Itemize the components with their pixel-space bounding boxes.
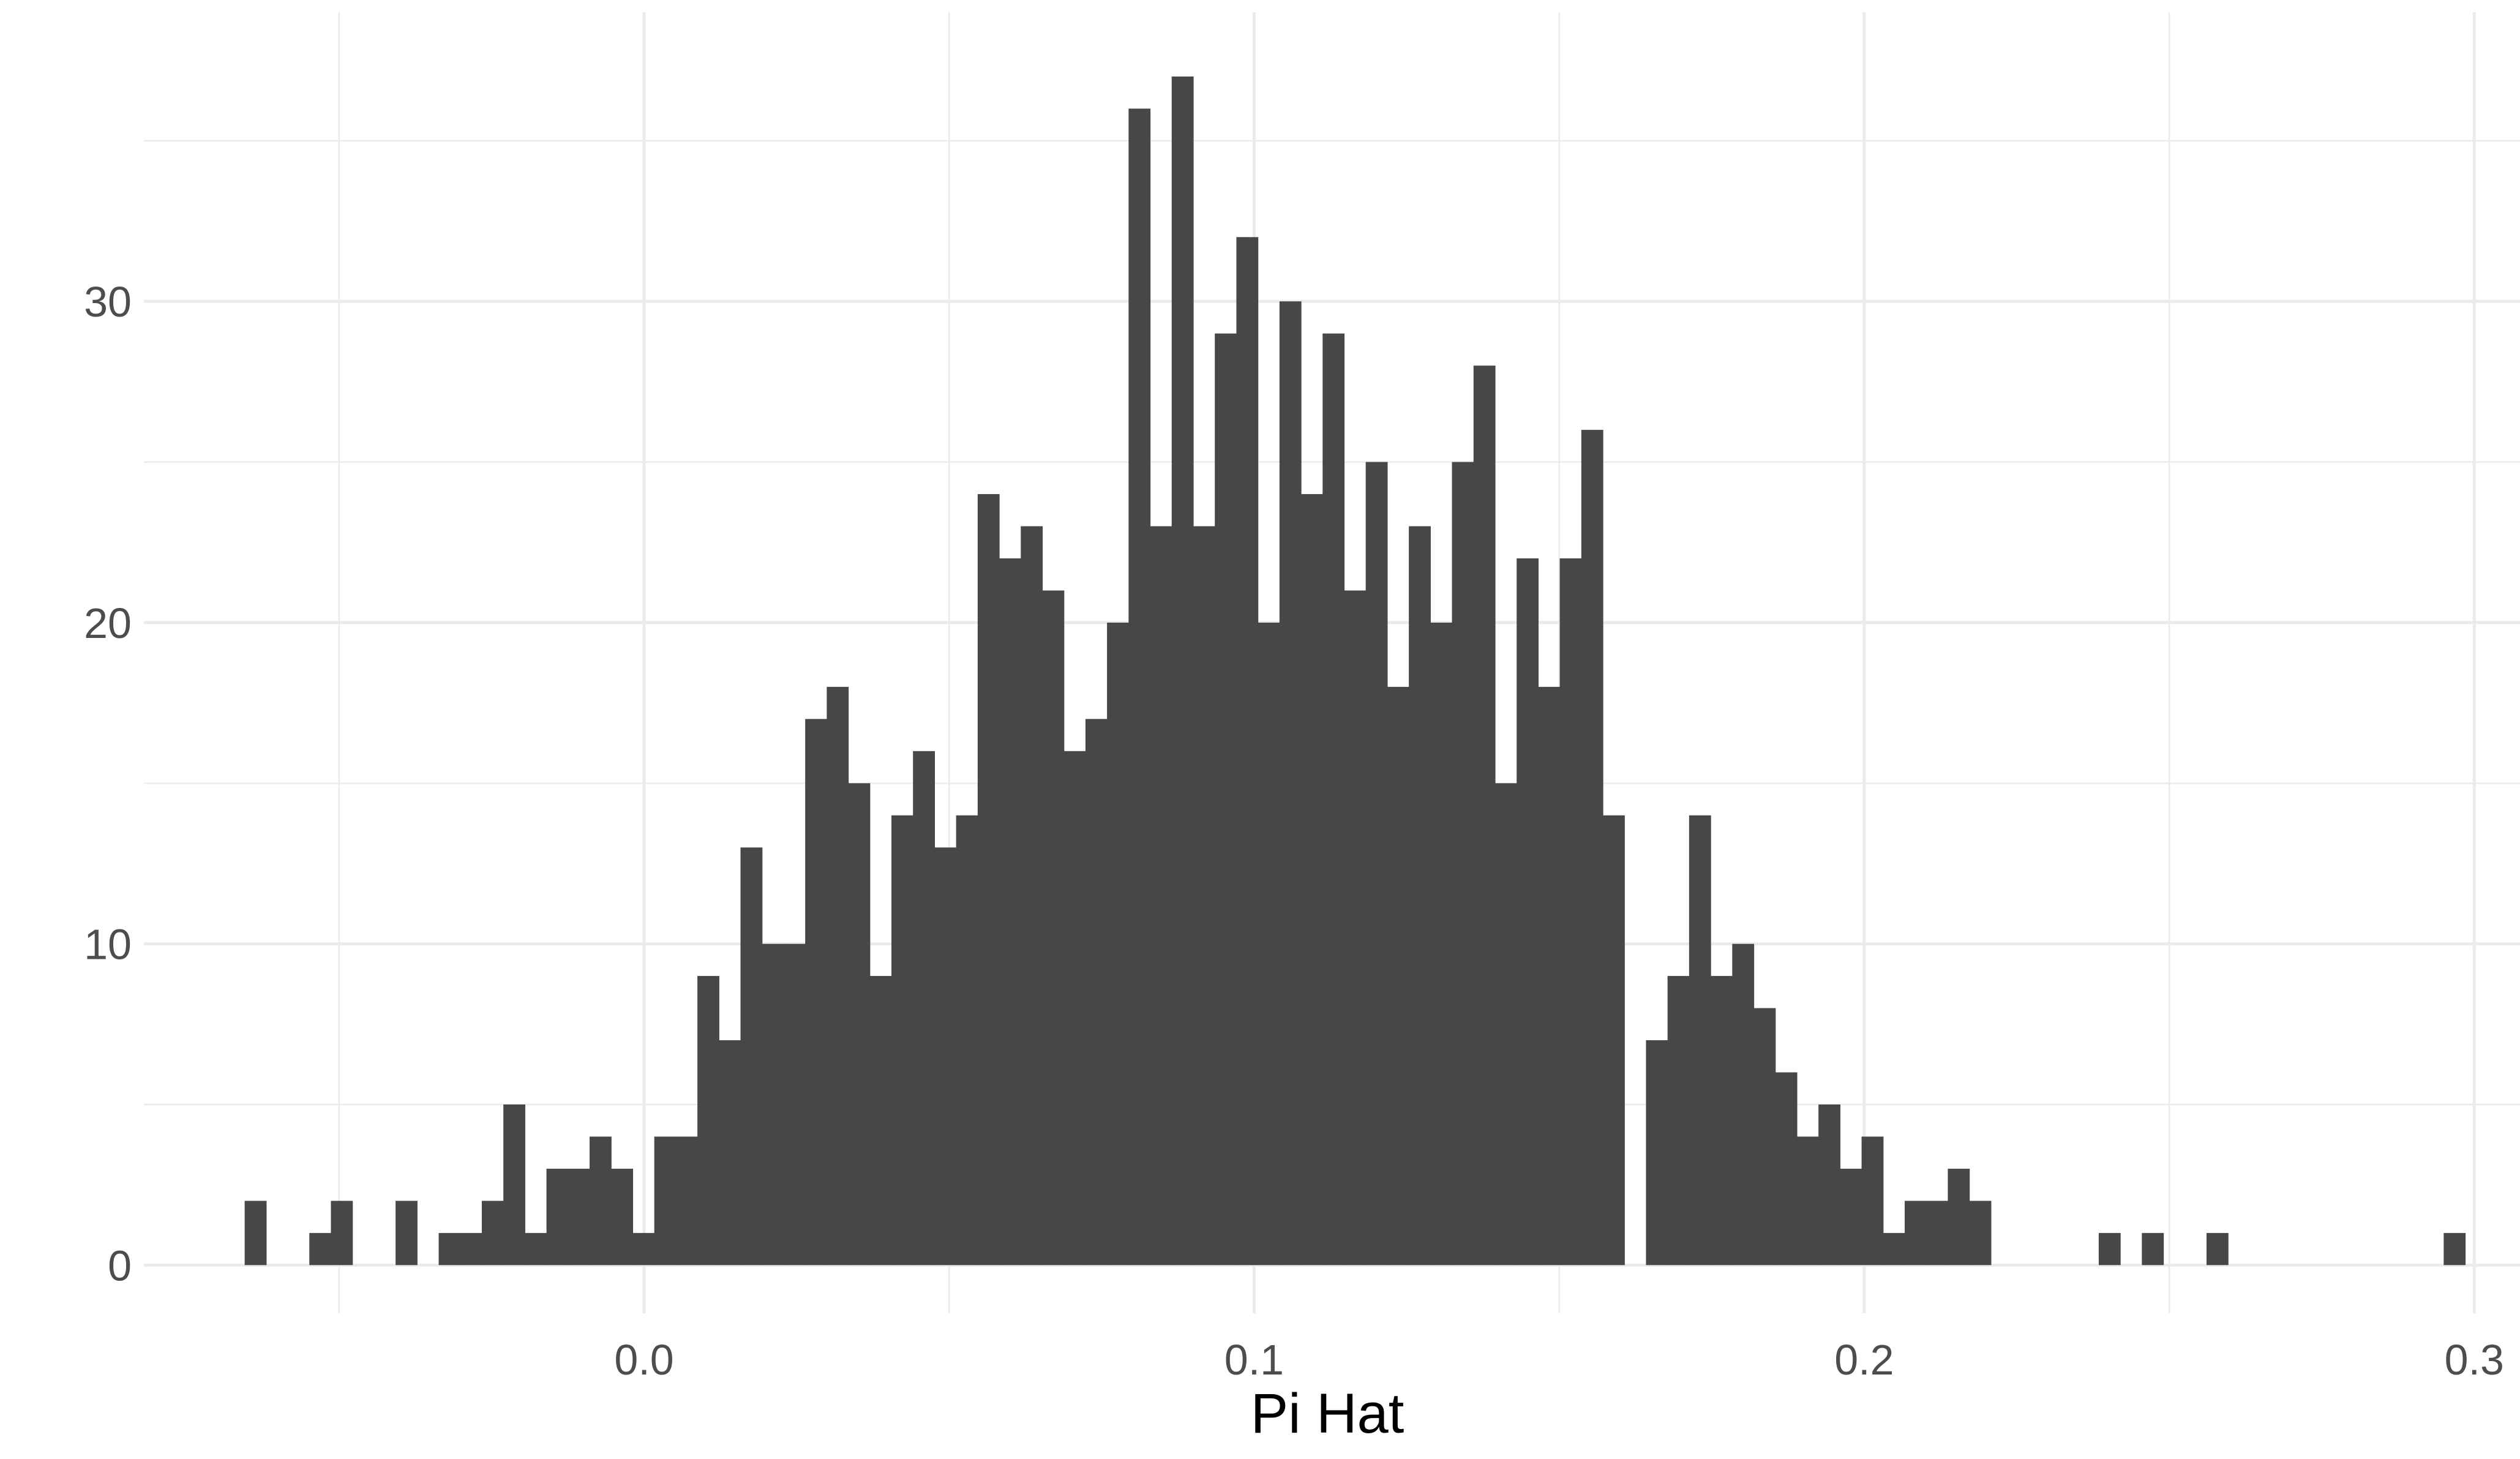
histogram-bar: [1517, 558, 1539, 1266]
histogram-bar: [1344, 590, 1367, 1266]
x-tick-label: 0.1: [1224, 1336, 1284, 1384]
histogram-bar: [675, 1136, 698, 1266]
histogram-bar: [1646, 1040, 1668, 1266]
histogram-bar: [460, 1232, 482, 1266]
histogram-bar: [1258, 622, 1280, 1266]
histogram-bar: [2142, 1232, 2164, 1266]
y-tick-label: 0: [108, 1242, 132, 1289]
histogram-bar: [1063, 751, 1086, 1266]
histogram-bar: [1322, 333, 1345, 1266]
histogram-bar: [805, 719, 827, 1266]
histogram-bar: [1494, 783, 1517, 1266]
histogram-bar: [396, 1201, 418, 1266]
histogram-bar: [1905, 1201, 1927, 1266]
histogram-bar: [1301, 494, 1323, 1266]
histogram-bar: [503, 1104, 525, 1266]
histogram-bar: [525, 1232, 547, 1266]
histogram-bar: [869, 976, 892, 1266]
histogram-bars: [244, 76, 2466, 1266]
histogram-bar: [934, 847, 957, 1266]
histogram-bar: [1150, 526, 1172, 1266]
histogram-bar: [1559, 558, 1582, 1266]
histogram-bar: [1883, 1232, 1905, 1266]
y-tick-label: 30: [84, 278, 132, 326]
histogram-bar: [1215, 333, 1237, 1266]
histogram-bar: [697, 976, 719, 1266]
y-tick-label: 10: [84, 921, 132, 969]
histogram-bar: [1861, 1136, 1884, 1266]
histogram-bar: [438, 1232, 461, 1266]
histogram-bar: [1236, 237, 1259, 1266]
histogram-bar: [1732, 943, 1755, 1266]
histogram-bar: [1452, 462, 1474, 1266]
x-axis-title: Pi Hat: [1251, 1382, 1404, 1445]
y-axis-tick-labels: 0 10 20 30: [84, 278, 132, 1289]
histogram-bar: [1840, 1168, 1862, 1266]
histogram-bar: [1128, 108, 1151, 1266]
histogram-bar: [611, 1168, 634, 1266]
histogram-bar: [1581, 430, 1603, 1266]
histogram-bar: [654, 1136, 677, 1266]
histogram-bar: [891, 815, 913, 1266]
histogram-bar: [546, 1168, 569, 1266]
histogram-bar: [762, 943, 784, 1266]
histogram-bar: [309, 1232, 332, 1266]
histogram-bar: [1107, 622, 1129, 1266]
histogram-bar: [1171, 76, 1194, 1266]
histogram-bar: [1969, 1201, 1992, 1266]
histogram-bar: [1796, 1136, 1819, 1266]
histogram-bar: [1689, 815, 1711, 1266]
histogram-bar: [1926, 1201, 1949, 1266]
histogram-bar: [481, 1201, 504, 1266]
histogram-bar: [1430, 622, 1453, 1266]
histogram-bar: [827, 686, 849, 1266]
histogram-bar: [999, 558, 1021, 1266]
histogram-bar: [632, 1232, 655, 1266]
histogram-bar: [1085, 719, 1108, 1266]
histogram-bar: [1948, 1168, 1970, 1266]
histogram-bar: [783, 943, 806, 1266]
histogram-bar: [740, 847, 763, 1266]
histogram-bar: [848, 783, 871, 1266]
histogram-bar: [2098, 1232, 2121, 1266]
histogram-bar: [1279, 301, 1302, 1266]
histogram-bar: [568, 1168, 590, 1266]
histogram-bar: [2206, 1232, 2229, 1266]
histogram-bar: [1193, 526, 1215, 1266]
histogram-bar: [2443, 1232, 2466, 1266]
histogram-bar: [1409, 526, 1431, 1266]
histogram-bar: [1753, 1008, 1776, 1266]
x-axis-tick-labels: 0.0 0.1 0.2 0.3: [614, 1336, 2504, 1384]
histogram-bar: [1603, 815, 1625, 1266]
histogram-bar: [1042, 590, 1065, 1266]
histogram-bar: [1775, 1072, 1798, 1266]
x-tick-label: 0.2: [1834, 1336, 1894, 1384]
x-tick-label: 0.0: [614, 1336, 673, 1384]
x-tick-label: 0.3: [2445, 1336, 2504, 1384]
histogram-bar: [1387, 686, 1409, 1266]
histogram-bar: [1021, 526, 1043, 1266]
histogram-bar: [977, 494, 1000, 1266]
y-tick-label: 20: [84, 599, 132, 647]
histogram-bar: [913, 751, 936, 1266]
histogram-bar: [331, 1201, 353, 1266]
histogram-bar: [1365, 462, 1388, 1266]
histogram-bar: [590, 1136, 612, 1266]
histogram-bar: [719, 1040, 741, 1266]
histogram-bar: [956, 815, 978, 1266]
histogram-bar: [244, 1201, 267, 1266]
histogram-bar: [1711, 976, 1733, 1266]
histogram-bar: [1538, 686, 1561, 1266]
histogram-bar: [1667, 976, 1690, 1266]
histogram-bar: [1473, 366, 1496, 1266]
histogram-bar: [1818, 1104, 1840, 1266]
